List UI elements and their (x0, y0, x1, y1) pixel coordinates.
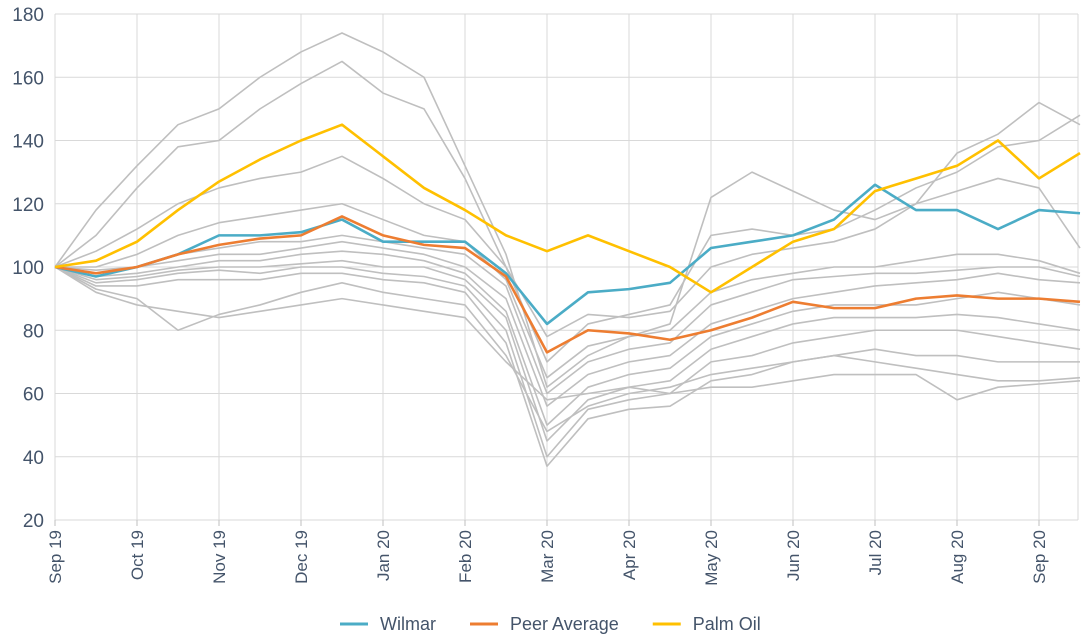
series-line-peer-4 (55, 202, 1081, 379)
series-line-peer-5 (54, 234, 1081, 395)
series-line-peer-2 (54, 60, 1081, 363)
series-line-peer-7 (54, 250, 1081, 426)
series-line-peer-average (54, 215, 1081, 354)
x-tick-label: Jun 20 (784, 530, 803, 581)
y-tick-label: 80 (23, 321, 44, 342)
series-line-peer-8 (54, 259, 1081, 442)
series-line-peer-11 (54, 266, 1081, 433)
y-tick-label: 40 (23, 448, 44, 469)
y-tick-label: 160 (12, 68, 44, 89)
series-line-palm-oil (54, 123, 1081, 294)
y-tick-label: 20 (23, 511, 44, 532)
series-line-peer-12 (54, 266, 1081, 401)
y-tick-label: 180 (12, 5, 44, 26)
x-tick-label: May 20 (702, 530, 721, 586)
x-tick-label: Jul 20 (866, 530, 885, 575)
series-line-peer-9 (54, 266, 1081, 458)
x-tick-label: Nov 19 (210, 530, 229, 584)
y-tick-label: 100 (12, 258, 44, 279)
x-tick-label: Oct 19 (128, 530, 147, 580)
legend-label-wilmar: Wilmar (380, 614, 436, 634)
series-line-wilmar (54, 183, 1081, 326)
legend: Wilmar Peer Average Palm Oil (340, 614, 761, 634)
gridlines (54, 13, 1079, 526)
x-tick-label: Dec 19 (292, 530, 311, 584)
series-lines (54, 32, 1081, 468)
x-tick-label: Feb 20 (456, 530, 475, 583)
x-tick-label: Sep 19 (46, 530, 65, 584)
y-tick-label: 60 (23, 385, 44, 406)
legend-label-palm-oil: Palm Oil (693, 614, 761, 634)
legend-label-peer-average: Peer Average (510, 614, 619, 634)
x-tick-label: Mar 20 (538, 530, 557, 583)
x-axis-ticks: Sep 19 Oct 19 Nov 19 Dec 19 Jan 20 Feb 20 Mar … (46, 530, 1049, 586)
x-tick-label: Sep 20 (1030, 530, 1049, 584)
series-line-peer-3 (54, 155, 1081, 338)
y-axis-ticks: 20 40 60 80 100 120 140 160 180 (12, 5, 44, 532)
y-tick-label: 120 (12, 195, 44, 216)
series-line-peer-10 (54, 266, 1080, 468)
series-line-peer-6 (54, 240, 1081, 407)
x-tick-label: Apr 20 (620, 530, 639, 580)
x-tick-label: Jan 20 (374, 530, 393, 581)
y-tick-label: 140 (12, 132, 44, 153)
x-tick-label: Aug 20 (948, 530, 967, 584)
